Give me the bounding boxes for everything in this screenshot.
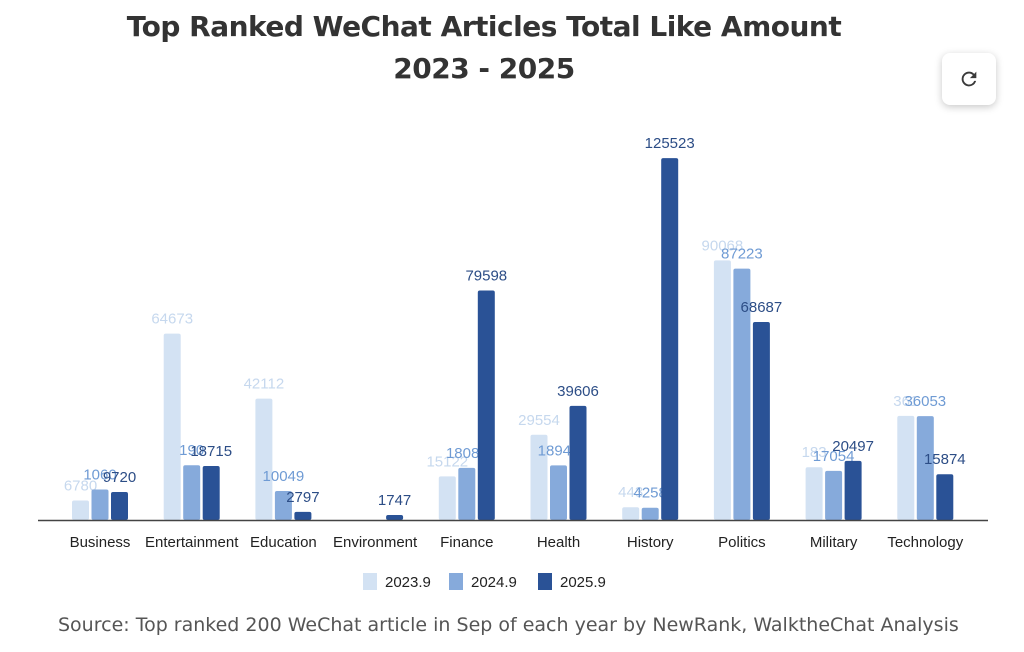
x-tick-label: History xyxy=(627,534,674,551)
data-label: 361 xyxy=(893,393,918,410)
bar-2024.9-finance xyxy=(458,467,476,520)
bar-2023.9-business xyxy=(72,500,89,520)
data-label: 6780 xyxy=(64,477,97,494)
bar-2025.9-finance xyxy=(477,290,495,520)
legend-label: 2024.9 xyxy=(471,574,517,591)
data-label: 79598 xyxy=(465,268,507,285)
bar-2025.9-environment xyxy=(386,514,404,520)
data-label: 1060 xyxy=(83,466,116,483)
data-label: 42112 xyxy=(244,376,285,393)
data-label: 2797 xyxy=(286,489,319,506)
data-label: 18948 xyxy=(538,442,580,459)
data-label: 10049 xyxy=(263,468,305,485)
bar-2024.9-health xyxy=(550,465,567,520)
legend-label: 2025.9 xyxy=(560,574,606,591)
data-label: 18715 xyxy=(190,443,232,460)
bar-2023.9-education xyxy=(255,398,273,520)
bar-2023.9-politics xyxy=(713,260,731,520)
bar-2024.9-business xyxy=(91,489,109,520)
bar-2025.9-business xyxy=(111,491,128,520)
refresh-button[interactable] xyxy=(942,53,996,105)
bar-2023.9-finance xyxy=(438,476,456,520)
bar-2025.9-history xyxy=(661,158,679,521)
data-label: 4258 xyxy=(634,485,667,502)
x-tick-label: Technology xyxy=(887,534,963,551)
data-label: 87223 xyxy=(721,246,763,263)
data-label: 125523 xyxy=(645,135,695,152)
bar-2024.9-entertainment xyxy=(183,465,201,520)
bar-2024.9-technology xyxy=(916,416,934,520)
legend-swatch xyxy=(449,573,463,590)
chart-title-line-2: 2023 - 2025 xyxy=(393,52,575,85)
bar-2023.9-health xyxy=(530,434,548,520)
x-tick-label: Environment xyxy=(333,534,418,551)
data-label: 15874 xyxy=(924,451,966,468)
bar-2023.9-technology xyxy=(897,415,915,520)
source-note: Source: Top ranked 200 WeChat article in… xyxy=(58,614,959,636)
legend-label: 2023.9 xyxy=(385,574,431,591)
bar-2024.9-politics xyxy=(733,268,751,520)
bar-2025.9-technology xyxy=(936,474,954,520)
data-label: 443 xyxy=(618,484,643,501)
x-tick-label: Entertainment xyxy=(145,534,239,551)
x-tick-label: Military xyxy=(810,534,858,551)
bar-2025.9-military xyxy=(844,460,862,520)
bar-2025.9-politics xyxy=(752,321,770,520)
bar-2023.9-history xyxy=(622,507,640,520)
bar-2023.9-entertainment xyxy=(163,333,181,520)
bar-2024.9-military xyxy=(825,470,843,520)
data-label: 1747 xyxy=(378,492,411,509)
data-label: 190 xyxy=(179,442,204,459)
bar-2024.9-education xyxy=(274,491,292,520)
x-tick-label: Business xyxy=(70,534,131,551)
legend-swatch xyxy=(363,573,377,590)
x-tick-label: Politics xyxy=(718,534,766,551)
x-tick-label: Finance xyxy=(440,534,493,551)
chart-title: Top Ranked WeChat Articles Total Like Am… xyxy=(0,6,968,90)
data-label: 17054 xyxy=(813,448,855,465)
data-label: 20497 xyxy=(832,438,874,455)
data-label: 29554 xyxy=(518,412,560,429)
data-label: 39606 xyxy=(557,383,599,400)
chart-title-line-1: Top Ranked WeChat Articles Total Like Am… xyxy=(126,10,842,43)
data-label: 18086 xyxy=(446,445,488,462)
x-tick-label: Health xyxy=(537,534,580,551)
bar-2023.9-military xyxy=(805,467,823,520)
bar-2025.9-entertainment xyxy=(202,466,220,520)
data-label: 68687 xyxy=(741,299,783,316)
data-label: 9720 xyxy=(103,469,136,486)
data-label: 90068 xyxy=(702,237,744,254)
bar-2025.9-health xyxy=(569,405,587,520)
legend-swatch xyxy=(538,573,552,590)
data-label: 15122 xyxy=(426,453,468,470)
data-label: 36053 xyxy=(904,393,946,410)
x-tick-label: Education xyxy=(250,534,317,551)
data-label: 64673 xyxy=(151,311,193,328)
data-label: 183 xyxy=(802,444,827,461)
bar-2025.9-education xyxy=(294,511,312,520)
refresh-icon xyxy=(961,71,977,87)
bar-2024.9-history xyxy=(641,507,659,520)
